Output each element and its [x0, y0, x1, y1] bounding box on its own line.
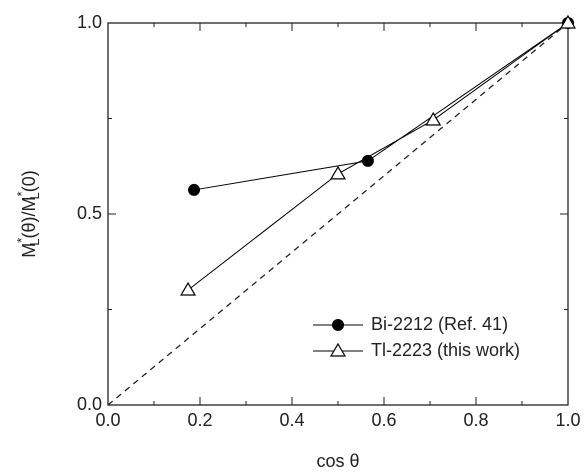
legend-marker — [329, 342, 347, 357]
legend-marker — [332, 319, 344, 331]
series-line — [193, 22, 569, 191]
y-label-part: * — [14, 238, 29, 243]
y-label-part: M — [19, 243, 39, 258]
x-tick-label: 0.2 — [187, 410, 212, 430]
x-axis-label: cos θ — [316, 451, 359, 471]
legend-label: Bi-2212 (Ref. 41) — [371, 314, 508, 334]
y-tick-label: 0.5 — [77, 203, 102, 223]
y-tick-label: 0.0 — [77, 394, 102, 414]
x-tick-label: 0.0 — [95, 410, 120, 430]
data-point — [179, 281, 197, 296]
series-line — [187, 22, 569, 291]
x-tick-label: 0.8 — [463, 410, 488, 430]
x-tick-label: 0.4 — [279, 410, 304, 430]
y-label-part: (θ)/M — [19, 197, 39, 239]
y-axis-label: M*L(θ)/M*L(0) — [14, 170, 42, 258]
legend-label: Tl-2223 (this work) — [371, 340, 520, 360]
data-point — [559, 14, 577, 29]
data-point — [329, 165, 347, 180]
y-label-part: L — [27, 192, 42, 199]
data-point — [425, 111, 442, 126]
y-tick-label: 1.0 — [77, 12, 102, 32]
data-point — [361, 154, 374, 167]
y-label-part: L — [27, 239, 42, 246]
data-point — [188, 183, 201, 196]
y-label-part: * — [14, 191, 29, 196]
diagonal-line — [107, 22, 569, 406]
x-tick-label: 1.0 — [555, 410, 580, 430]
y-label-part: (0) — [19, 170, 39, 192]
x-tick-label: 0.6 — [371, 410, 396, 430]
